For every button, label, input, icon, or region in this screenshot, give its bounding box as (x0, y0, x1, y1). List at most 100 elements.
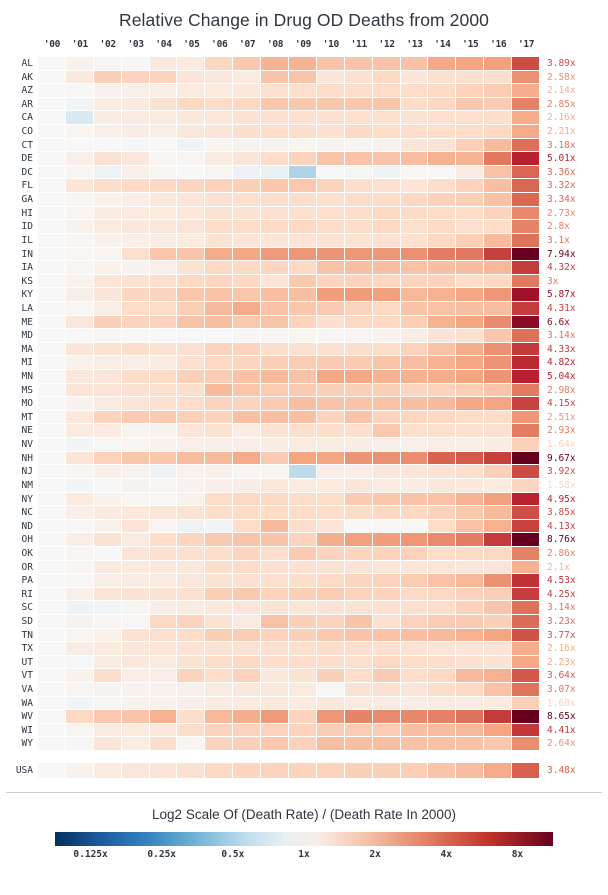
row-final-value: 3.89x (547, 58, 576, 69)
heatmap-cell (233, 57, 262, 71)
heatmap-row: NJ 3.92x (22, 465, 576, 479)
heatmap-cell (93, 342, 122, 357)
heatmap-cell (149, 669, 178, 684)
heatmap-cell (400, 655, 429, 670)
heatmap-cell (512, 560, 541, 575)
heatmap-cell (65, 438, 94, 452)
heatmap-cell (261, 683, 290, 697)
heatmap-cell (65, 315, 94, 330)
heatmap-cell (205, 220, 234, 234)
heatmap-cell (400, 179, 429, 194)
heatmap-row: MA 4.33x (22, 342, 576, 357)
heatmap-cell (456, 410, 485, 425)
heatmap-cell (456, 574, 485, 588)
heatmap-cell (261, 424, 290, 439)
heatmap-cell (38, 710, 66, 724)
heatmap-cell (372, 220, 401, 234)
heatmap-cell (121, 370, 150, 384)
heatmap-row: KS 3x (22, 274, 558, 289)
heatmap-cell (93, 655, 122, 670)
heatmap-row: KY 5.87x (22, 288, 576, 302)
heatmap-cell (512, 574, 541, 588)
heatmap-cell (38, 342, 66, 357)
heatmap-cell (344, 342, 373, 357)
heatmap-cell (261, 601, 290, 615)
heatmap-cell (233, 519, 262, 534)
heatmap-cell (400, 247, 429, 262)
row-label-WY: WY (21, 738, 33, 750)
heatmap-cell (233, 533, 262, 547)
heatmap-cell (233, 478, 262, 493)
heatmap-cell (512, 763, 541, 780)
heatmap-cell (372, 247, 401, 262)
row-final-value: 3.77x (547, 629, 576, 641)
heatmap-cell (177, 342, 206, 357)
heatmap-cell (93, 478, 122, 493)
heatmap-cell (93, 397, 122, 411)
legend-tick: 8x (511, 849, 524, 861)
heatmap-cell (456, 179, 485, 194)
heatmap-cell (400, 193, 429, 207)
heatmap-cell (400, 451, 429, 466)
heatmap-cell (93, 710, 122, 724)
legend-title: Log2 Scale Of (Death Rate) / (Death Rate… (152, 807, 456, 823)
row-final-value: 3x (547, 275, 559, 287)
row-final-value: 2.1x (547, 561, 570, 573)
heatmap-cell (512, 288, 541, 302)
heatmap-cell (121, 655, 150, 670)
heatmap-cell (177, 492, 206, 507)
heatmap-cell (289, 111, 317, 126)
heatmap-cell (121, 546, 150, 561)
heatmap-cell (512, 683, 541, 697)
heatmap-cell (512, 356, 541, 371)
heatmap-cell (205, 111, 234, 126)
heatmap-cell (400, 70, 429, 85)
heatmap-cell (456, 329, 485, 343)
heatmap-row: IL 3.1x (22, 233, 570, 248)
heatmap-cell (400, 669, 429, 684)
heatmap-cell (484, 233, 513, 248)
heatmap-cell (512, 274, 541, 289)
row-label-NV: NV (21, 439, 33, 451)
heatmap-cell (316, 424, 345, 439)
heatmap-cell (484, 383, 513, 398)
heatmap-cell (261, 492, 290, 507)
row-final-value: 3.07x (547, 684, 576, 696)
heatmap-cell (177, 165, 206, 180)
heatmap-cell (316, 723, 345, 738)
heatmap-cell (344, 370, 373, 384)
heatmap-cell (372, 397, 401, 411)
heatmap-cell (428, 642, 457, 656)
heatmap-cell (344, 274, 373, 289)
heatmap-cell (261, 247, 290, 262)
heatmap-cell (38, 723, 66, 738)
heatmap-cell (428, 506, 457, 520)
heatmap-cell (316, 370, 345, 384)
heatmap-cell (400, 533, 429, 547)
heatmap-cell (93, 506, 122, 520)
heatmap-cell (456, 642, 485, 656)
heatmap-cell (38, 356, 66, 371)
heatmap-cell (65, 125, 94, 139)
heatmap-cell (289, 424, 317, 439)
heatmap-cell (456, 193, 485, 207)
heatmap-cell (93, 519, 122, 534)
heatmap-cell (261, 546, 290, 561)
heatmap-cell (372, 356, 401, 371)
year-tick-02: '02 (99, 39, 117, 50)
heatmap-cell (512, 84, 541, 98)
heatmap-cell (38, 315, 66, 330)
heatmap-cell (233, 710, 262, 724)
heatmap-cell (65, 274, 94, 289)
heatmap-cell (261, 438, 290, 452)
heatmap-cell (149, 342, 178, 357)
heatmap-cell (261, 642, 290, 656)
heatmap-cell (65, 288, 94, 302)
heatmap-cell (289, 519, 317, 534)
heatmap-cell (205, 710, 234, 724)
heatmap-cell (93, 315, 122, 330)
heatmap-cell (261, 152, 290, 166)
heatmap-cell (205, 451, 234, 466)
heatmap-cell (65, 587, 94, 602)
heatmap-cell (38, 574, 66, 588)
